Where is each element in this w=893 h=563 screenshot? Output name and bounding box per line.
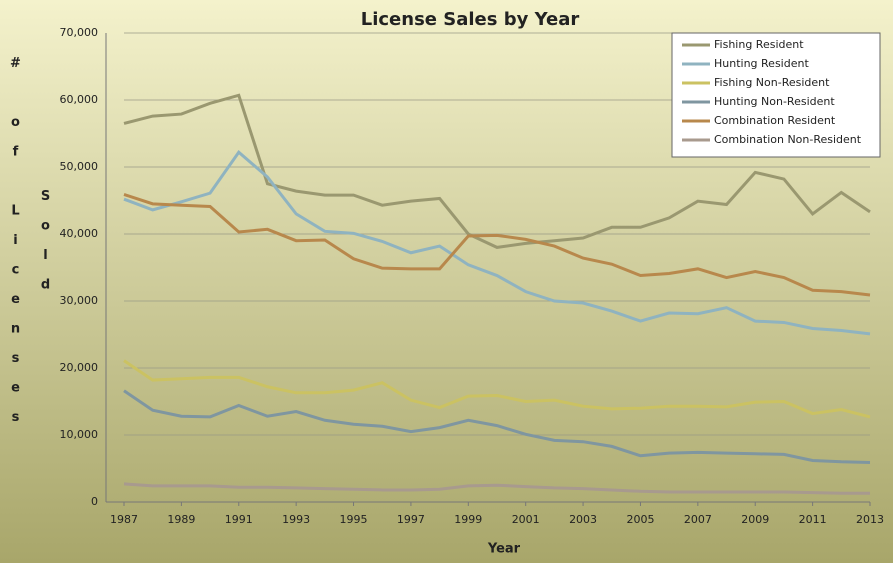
y-tick-label: 60,000	[60, 93, 99, 106]
series-line	[123, 193, 871, 297]
legend-box	[671, 32, 881, 158]
series-line	[123, 359, 871, 419]
series-line	[123, 150, 871, 336]
legend-label: Combination Resident	[714, 114, 836, 127]
x-tick-label: 1991	[225, 513, 253, 526]
x-axis-label: Year	[487, 542, 521, 557]
y-tick-label: 30,000	[60, 294, 99, 307]
legend-label: Hunting Non-Resident	[714, 95, 835, 108]
x-tick-label: 1995	[340, 513, 368, 526]
x-tick-label: 2007	[684, 513, 712, 526]
legend-label: Combination Non-Resident	[714, 133, 862, 146]
series-line	[123, 482, 870, 495]
x-tick-label: 1999	[454, 513, 482, 526]
series-line	[123, 389, 871, 464]
legend-label: Fishing Non-Resident	[714, 76, 830, 89]
x-tick-label: 2013	[856, 513, 884, 526]
x-tick-label: 2011	[799, 513, 827, 526]
y-tick-label: 0	[91, 495, 98, 508]
x-tick-label: 1997	[397, 513, 425, 526]
x-tick-label: 2001	[512, 513, 540, 526]
x-tick-label: 2003	[569, 513, 597, 526]
y-tick-label: 10,000	[60, 428, 99, 441]
y-tick-label: 20,000	[60, 361, 99, 374]
y-tick-label: 50,000	[60, 160, 99, 173]
x-tick-label: 2005	[626, 513, 654, 526]
chart-title: License Sales by Year	[361, 9, 580, 30]
x-tick-label: 1989	[167, 513, 195, 526]
series-line	[123, 93, 871, 249]
y-tick-label: 70,000	[60, 26, 99, 39]
y-tick-label: 40,000	[60, 227, 99, 240]
legend-label: Hunting Resident	[714, 57, 809, 70]
x-tick-label: 1987	[110, 513, 138, 526]
x-tick-label: 2009	[741, 513, 769, 526]
legend-label: Fishing Resident	[714, 38, 804, 51]
y-axis-label: # of Licenses Sold	[8, 55, 53, 440]
x-tick-label: 1993	[282, 513, 310, 526]
